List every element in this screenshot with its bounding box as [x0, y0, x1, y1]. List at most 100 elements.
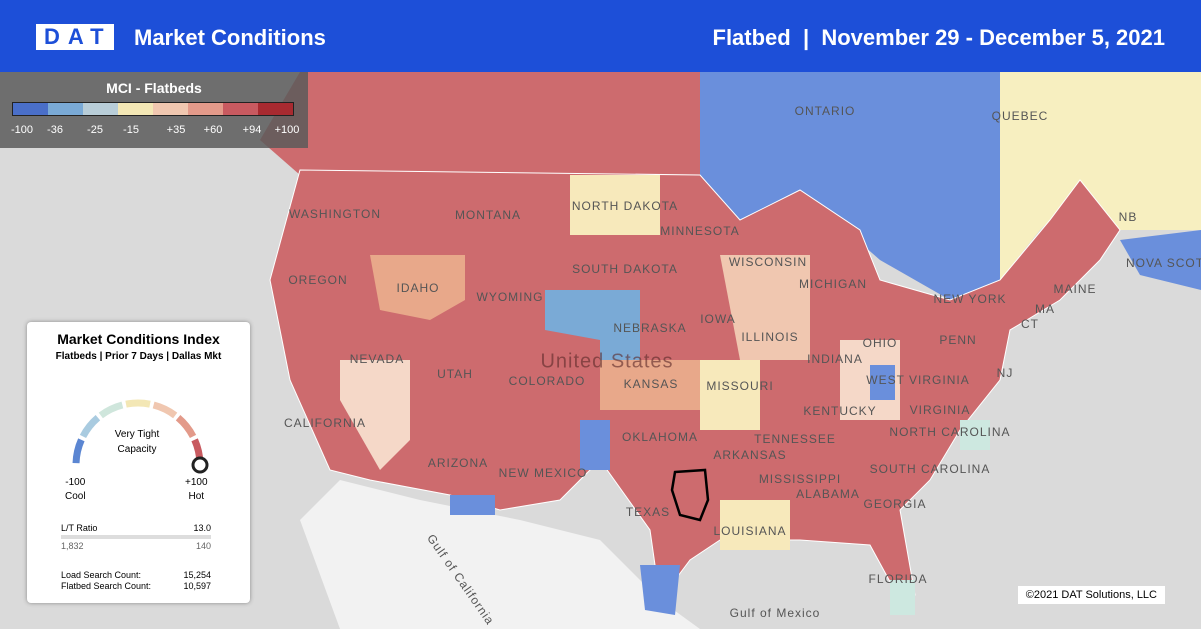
map-label: MICHIGAN — [799, 277, 867, 291]
nc-coast — [960, 420, 990, 450]
map-label: TEXAS — [626, 505, 670, 519]
texas-west — [580, 420, 610, 470]
gauge-max: +100 Hot — [185, 476, 208, 504]
searches: Load Search Count: 15,254 Flatbed Search … — [61, 570, 211, 592]
legend-swatch — [188, 103, 223, 115]
north-dakota — [570, 175, 660, 235]
canada-quebec — [1000, 72, 1201, 280]
map-label: NEBRASKA — [613, 321, 686, 335]
map-label: ONTARIO — [795, 104, 856, 118]
map-label: FLORIDA — [868, 572, 927, 586]
dallas-market — [670, 468, 710, 522]
legend-tick: -36 — [47, 124, 63, 136]
card: Market Conditions Index Flatbeds | Prior… — [27, 322, 250, 603]
map-label: NORTH CAROLINA — [889, 425, 1010, 439]
copyright: ©2021 DAT Solutions, LLC — [1017, 586, 1165, 604]
legend-ticks: -100 -36 -25 -15 +35 +60 +94 +100 — [0, 124, 308, 140]
legend-bar — [12, 102, 294, 116]
ratio: L/T Ratio 13.0 1,832 140 — [61, 523, 211, 551]
legend-tick: +60 — [203, 124, 223, 136]
card-subtitle: Flatbeds | Prior 7 Days | Dallas Mkt — [55, 351, 222, 362]
map-label: OKLAHOMA — [622, 430, 698, 444]
equipment: Flatbed — [712, 25, 791, 50]
map-label: CT — [1021, 317, 1039, 331]
nebraska — [545, 290, 640, 365]
map-label: WYOMING — [477, 290, 544, 304]
legend-tick: -100 — [10, 124, 34, 136]
max: +100 — [185, 477, 208, 488]
header-title: Market Conditions — [134, 25, 326, 50]
map-label: CALIFORNIA — [284, 416, 366, 430]
gauge-status: Very Tight Capacity — [114, 429, 160, 455]
legend-tick: +35 — [166, 124, 186, 136]
gauge-segment — [152, 401, 178, 419]
map-label: WASHINGTON — [289, 207, 381, 221]
map-label: TENNESSEE — [754, 432, 836, 446]
legend-swatch — [153, 103, 188, 115]
gauge-segment — [175, 415, 197, 439]
louisiana — [720, 500, 790, 550]
ratio-label: L/T Ratio — [61, 523, 98, 533]
legend: MCI - Flatbeds -100 -36 -25 -15 +35 +60 +94 +10… — [0, 72, 308, 148]
legend-swatch — [13, 103, 48, 115]
gauge-segment — [79, 415, 101, 439]
legend-tick: -15 — [123, 124, 139, 136]
gauge-min: -100 Cool — [65, 476, 86, 504]
gauge-needle — [191, 456, 209, 474]
map-label: IDAHO — [396, 281, 439, 295]
loads: 1,832 — [61, 541, 84, 551]
ratio-value: 13.0 — [193, 523, 211, 533]
map-label: KANSAS — [624, 377, 679, 391]
nevada — [340, 360, 410, 470]
map-label: MINNESOTA — [660, 224, 739, 238]
mexico — [300, 480, 640, 629]
dates: November 29 - December 5, 2021 — [821, 25, 1165, 50]
map-label: ILLINOIS — [741, 330, 798, 344]
map-label: COLORADO — [509, 374, 586, 388]
flatbed-search: 10,597 — [183, 581, 211, 591]
map-label: KENTUCKY — [803, 404, 876, 418]
map-label: INDIANA — [807, 352, 863, 366]
az-south — [450, 495, 495, 515]
map-label: ALABAMA — [796, 487, 860, 501]
map-label: MAINE — [1053, 282, 1096, 296]
legend-title: MCI - Flatbeds — [106, 80, 202, 96]
wv — [870, 365, 895, 400]
load-search-label: Load Search Count: — [61, 570, 142, 580]
legend-tick: +94 — [242, 124, 262, 136]
map-label: GEORGIA — [863, 497, 926, 511]
map-label: QUEBEC — [992, 109, 1049, 123]
min-label: Cool — [65, 491, 86, 502]
map-label: NJ — [997, 366, 1014, 380]
header-right: Flatbed | November 29 - December 5, 2021 — [713, 25, 1166, 51]
map-label: IOWA — [700, 312, 736, 326]
map-label: SOUTH DAKOTA — [572, 262, 678, 276]
map-label: MONTANA — [455, 208, 521, 222]
map-label: PENN — [939, 333, 976, 347]
map-label: NEW MEXICO — [499, 466, 588, 480]
max-label: Hot — [188, 491, 205, 502]
fl-south — [890, 580, 915, 615]
trucks: 140 — [195, 541, 211, 551]
canada-west — [260, 72, 700, 175]
map-label: NORTH DAKOTA — [572, 199, 678, 213]
nova-scotia — [1120, 230, 1201, 290]
map-label: MISSISSIPPI — [759, 472, 841, 486]
map-label: ARKANSAS — [713, 448, 786, 462]
flatbed-search-label: Flatbed Search Count: — [61, 581, 152, 591]
card-title: Market Conditions Index — [57, 331, 220, 347]
idaho — [370, 255, 465, 320]
map-label: NEW YORK — [933, 292, 1006, 306]
map-label: ARIZONA — [428, 456, 488, 470]
map-label: NB — [1119, 210, 1138, 224]
map-label: MA — [1035, 302, 1055, 316]
legend-swatch — [83, 103, 118, 115]
map-label: WEST VIRGINIA — [866, 373, 969, 387]
missouri — [700, 360, 760, 430]
gauge-segment — [72, 438, 85, 464]
min: -100 — [65, 477, 86, 488]
gauge-segment — [125, 399, 151, 408]
texas-south — [640, 565, 680, 615]
kansas — [600, 360, 700, 410]
